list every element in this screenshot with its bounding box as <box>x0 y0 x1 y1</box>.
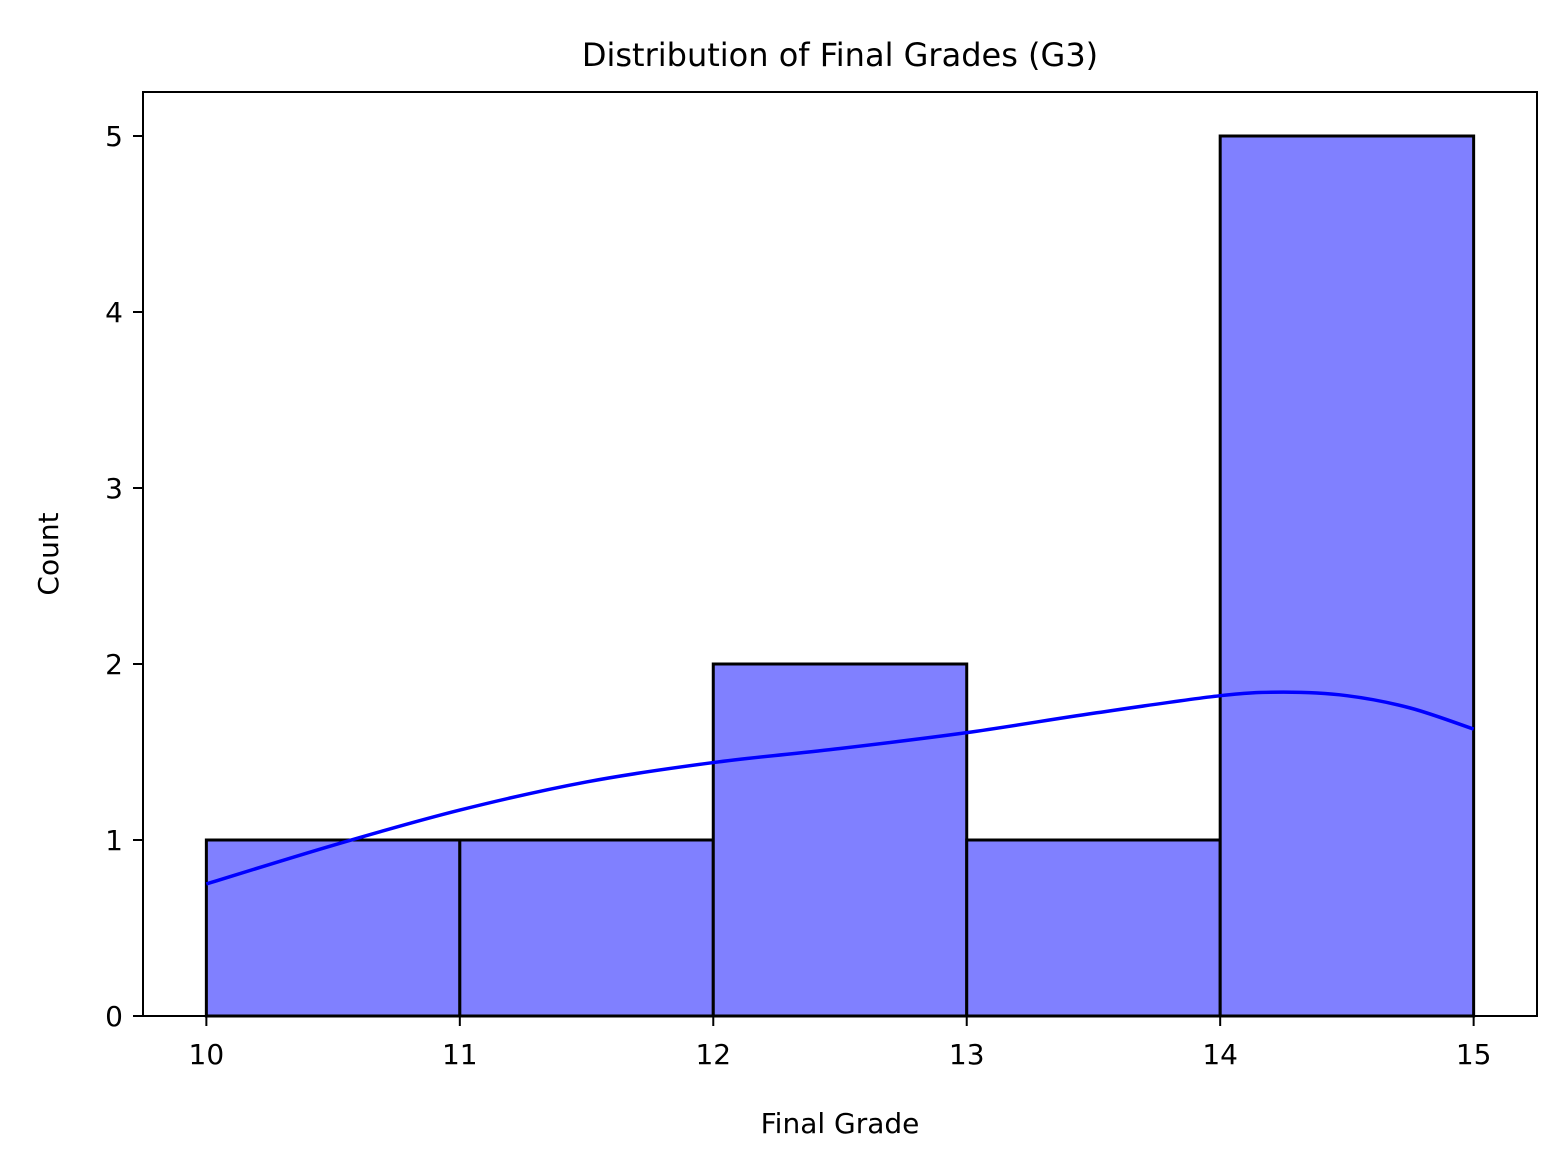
histogram-bar-10-11 <box>204 838 462 1018</box>
histogram-bar-13-14 <box>965 838 1222 1018</box>
plot-area-frame <box>142 91 1538 1017</box>
kde-density-line <box>205 690 1475 886</box>
x-axis-ticks: 10 11 12 13 14 15 <box>189 1016 1492 1071</box>
histogram-bar-14-15 <box>1218 134 1476 1018</box>
histogram-bar-11-12 <box>458 838 715 1018</box>
x-tick-label-15: 15 <box>1456 1038 1492 1071</box>
y-axis-label: Count <box>32 512 65 595</box>
y-tick-label-3: 3 <box>105 472 123 505</box>
chart-title: Distribution of Final Grades (G3) <box>582 36 1098 74</box>
x-tick-label-10: 10 <box>189 1038 225 1071</box>
y-tick-label-4: 4 <box>105 296 123 329</box>
x-tick-label-14: 14 <box>1202 1038 1238 1071</box>
x-tick-label-12: 12 <box>695 1038 731 1071</box>
histogram-bar-12-13 <box>711 662 969 1018</box>
x-axis-label: Final Grade <box>761 1107 920 1140</box>
x-tick-label-11: 11 <box>442 1038 478 1071</box>
y-tick-label-0: 0 <box>105 1000 123 1033</box>
y-tick-label-2: 2 <box>105 648 123 681</box>
x-tick-label-13: 13 <box>949 1038 985 1071</box>
kde-layer <box>205 690 1475 886</box>
bars-layer <box>204 134 1476 1018</box>
y-tick-label-1: 1 <box>105 824 123 857</box>
y-axis-ticks: 0 1 2 3 4 5 <box>105 120 143 1033</box>
y-tick-label-5: 5 <box>105 120 123 153</box>
